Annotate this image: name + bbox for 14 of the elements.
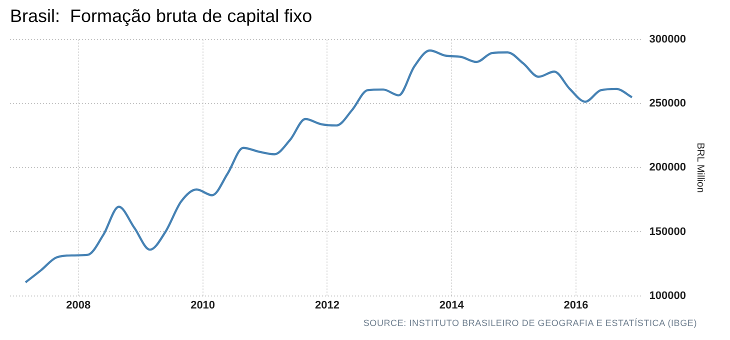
source-note: SOURCE: INSTITUTO BRASILEIRO DE GEOGRAFIA E ESTATÍSTICA (IBGE)	[362, 318, 697, 328]
y-tick-label: 300000	[649, 34, 686, 46]
y-tick-label: 100000	[649, 290, 686, 302]
x-tick-label: 2016	[564, 299, 588, 312]
y-tick-label: 150000	[649, 226, 686, 238]
y-axis-title: BRL Million	[694, 142, 706, 193]
y-tick-label: 200000	[649, 162, 686, 174]
y-tick-label: 250000	[649, 98, 686, 110]
chart-title: Brasil: Formação bruta de capital fixo	[10, 6, 312, 26]
x-tick-label: 2012	[314, 299, 340, 312]
x-tick-label: 2010	[190, 299, 216, 312]
x-tick-label: 2014	[439, 299, 465, 312]
line-series	[24, 49, 634, 284]
x-tick-label: 2008	[66, 299, 91, 312]
